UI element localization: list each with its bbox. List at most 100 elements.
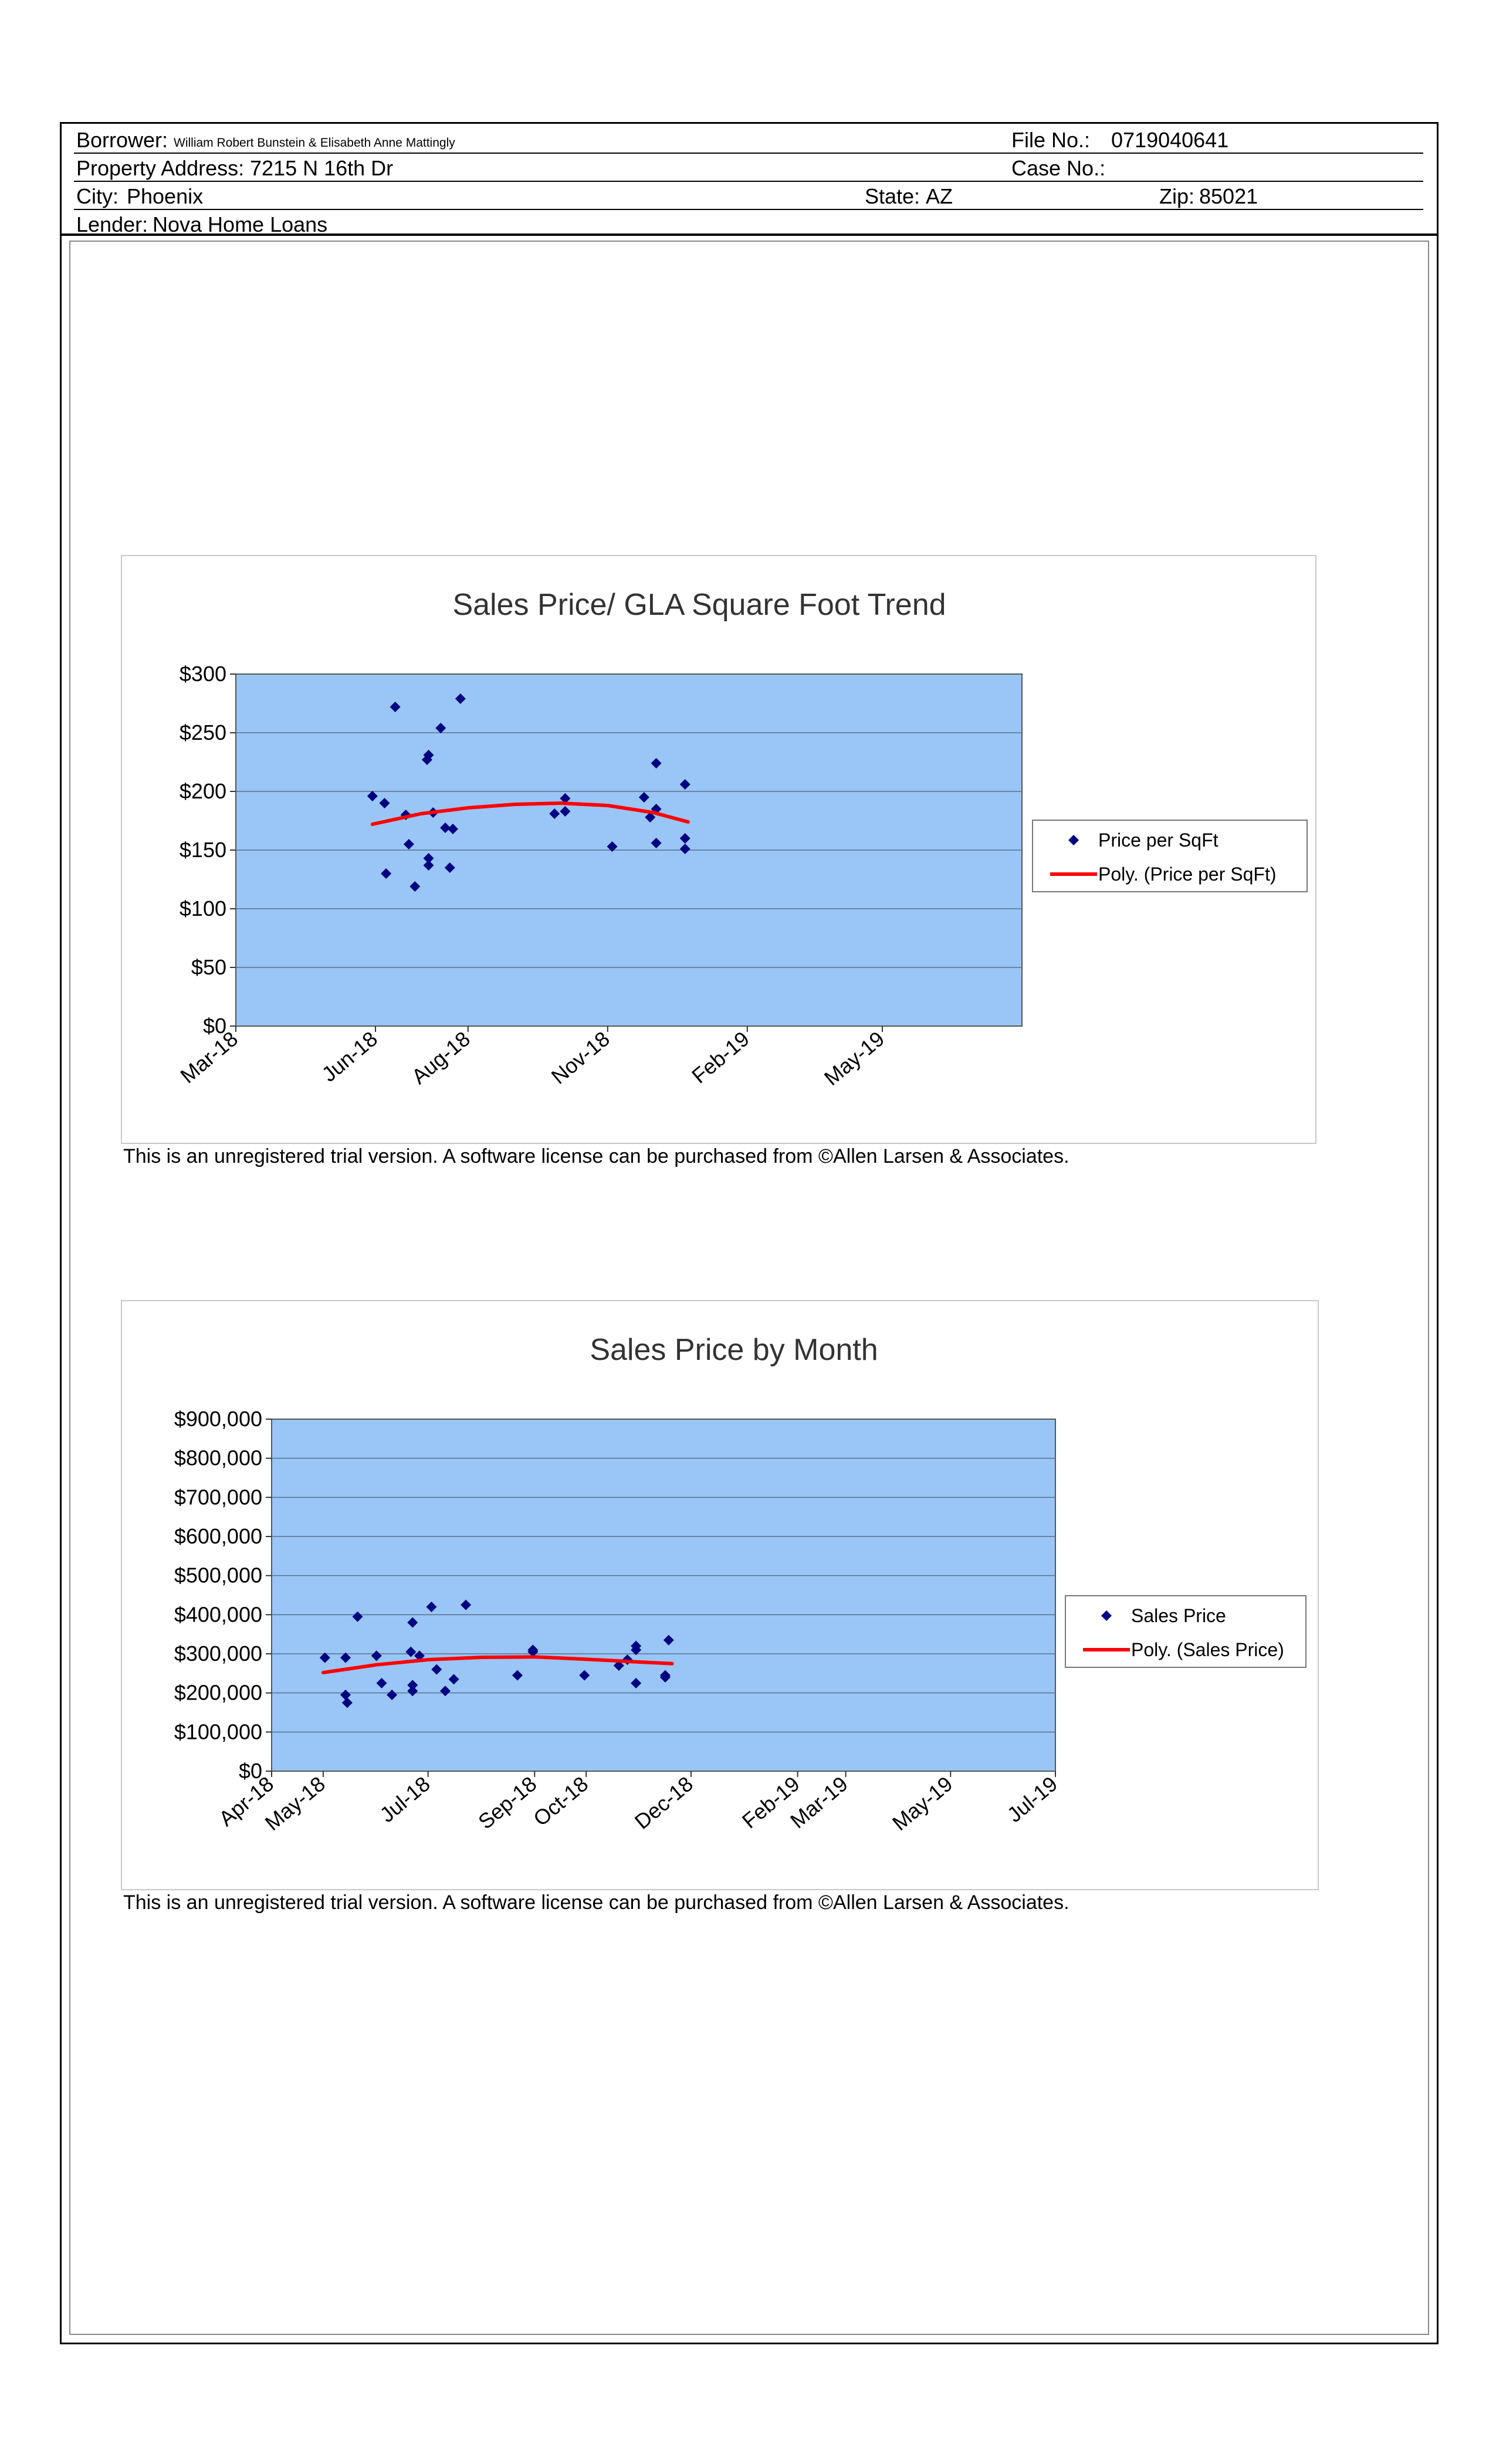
data-point xyxy=(527,1646,539,1657)
y-tick-label: $0 xyxy=(239,1759,262,1783)
x-tick-label: Aug-18 xyxy=(407,1027,475,1089)
data-point xyxy=(461,1599,472,1610)
data-point xyxy=(409,881,421,892)
data-point xyxy=(447,824,458,834)
header-row-property: Property Address: 7215 N 16th Dr Case No… xyxy=(74,153,1423,182)
data-point xyxy=(352,1611,363,1622)
x-tick-label: Sep-18 xyxy=(473,1772,541,1834)
data-point xyxy=(407,1617,418,1628)
file-no-label: File No.: xyxy=(1011,128,1091,152)
data-point xyxy=(638,792,649,803)
y-tick-label: $500,000 xyxy=(174,1563,262,1588)
trial-notice-1: This is an unregistered trial version. A… xyxy=(123,1145,1069,1167)
data-point xyxy=(607,841,618,852)
data-point xyxy=(340,1690,351,1700)
x-tick-label: Feb-19 xyxy=(687,1027,754,1088)
data-point xyxy=(376,1678,387,1688)
chart-title: Sales Price by Month xyxy=(590,1333,878,1367)
property-address-label: Property Address: xyxy=(76,156,245,180)
data-point xyxy=(426,1602,437,1612)
data-point xyxy=(340,1652,351,1663)
borrower-label: Borrower: xyxy=(76,128,168,152)
chart-sales-price-by-month-svg: Sales Price by Month $0 $100,000 $200,000 $3… xyxy=(174,1333,1307,1836)
header-row-borrower: Borrower: William Robert Bunstein & Elis… xyxy=(74,124,1423,154)
y-tick-label: $100,000 xyxy=(174,1720,262,1744)
data-point xyxy=(613,1660,624,1671)
trend-line xyxy=(370,801,690,826)
header-row-lender: Lender: Nova Home Loans xyxy=(74,209,1423,237)
data-point xyxy=(423,853,434,864)
y-tick-label: $0 xyxy=(203,1014,226,1038)
page-frame xyxy=(60,122,1439,2344)
data-point xyxy=(381,868,392,879)
data-point xyxy=(560,806,571,817)
x-tick-label: Oct-18 xyxy=(529,1772,593,1831)
data-point xyxy=(439,1685,451,1697)
data-point xyxy=(431,1664,442,1675)
x-tick-label: Jul-19 xyxy=(1003,1772,1062,1827)
header-divider xyxy=(60,233,1439,236)
data-point xyxy=(407,1685,418,1697)
chart-sales-price-by-month: Sales Price by Month $0 $100,000 $200,000 $3… xyxy=(121,1300,1319,1890)
header-row-city: City: Phoenix State: AZ Zip: 85021 xyxy=(74,181,1423,210)
state-value: AZ xyxy=(926,184,953,208)
data-point xyxy=(341,1697,353,1708)
data-point xyxy=(319,1652,330,1663)
data-point xyxy=(679,779,691,790)
city-label: City: xyxy=(76,184,119,208)
data-point xyxy=(631,1678,642,1688)
legend-label: Poly. (Price per SqFt) xyxy=(1098,864,1276,885)
zip-value: 85021 xyxy=(1199,184,1258,208)
data-point xyxy=(407,1680,418,1691)
data-point xyxy=(444,862,455,873)
y-tick-label: $400,000 xyxy=(174,1602,262,1626)
chart-title: Sales Price/ GLA Square Foot Trend xyxy=(452,588,946,622)
state-label: State: xyxy=(865,184,920,208)
file-no-value: 0719040641 xyxy=(1111,128,1229,152)
data-point xyxy=(560,793,571,804)
data-point xyxy=(414,1650,425,1661)
x-tick-label: May-19 xyxy=(820,1027,889,1091)
data-point xyxy=(631,1644,642,1656)
trial-notice-2: This is an unregistered trial version. A… xyxy=(123,1891,1069,1914)
data-point xyxy=(663,1634,674,1646)
legend-label: Poly. (Sales Price) xyxy=(1131,1639,1284,1660)
trend-line xyxy=(321,1655,674,1674)
y-tick-label: $300,000 xyxy=(174,1641,262,1666)
zip-label: Zip: xyxy=(1159,184,1195,208)
chart-price-per-sqft-svg: Sales Price/ GLA Square Foot Trend $0 $50 $… xyxy=(175,588,1308,1091)
data-point xyxy=(651,758,662,769)
data-point xyxy=(679,833,691,844)
data-point xyxy=(423,860,434,871)
y-tick-label: $150 xyxy=(180,838,226,862)
data-point xyxy=(405,1646,417,1657)
y-tick-label: $900,000 xyxy=(174,1407,262,1431)
data-point xyxy=(579,1670,590,1681)
legend-point-swatch xyxy=(1101,1610,1112,1621)
data-point xyxy=(659,1672,671,1683)
legend-box xyxy=(1065,1595,1307,1668)
borrower-value: William Robert Bunstein & Elisabeth Anne… xyxy=(174,136,455,150)
legend-label: Sales Price xyxy=(1131,1605,1226,1626)
plot-area xyxy=(271,1419,1056,1772)
content-frame xyxy=(69,241,1429,2335)
legend-box xyxy=(1032,820,1308,892)
case-no-label: Case No.: xyxy=(1011,156,1106,180)
y-tick-label: $200,000 xyxy=(174,1681,262,1705)
x-tick-label: May-19 xyxy=(888,1772,957,1836)
y-tick-label: $250 xyxy=(180,720,226,744)
lender-value: Nova Home Loans xyxy=(153,212,328,236)
y-tick-label: $700,000 xyxy=(174,1485,262,1509)
y-tick-label: $200 xyxy=(180,779,226,803)
x-tick-label: Nov-18 xyxy=(547,1027,614,1089)
x-tick-label: Dec-18 xyxy=(630,1772,698,1834)
data-point xyxy=(423,750,434,760)
legend-label: Price per SqFt xyxy=(1098,830,1219,851)
data-point xyxy=(455,693,466,704)
property-address-value: 7215 N 16th Dr xyxy=(250,156,394,180)
data-point xyxy=(439,823,451,833)
y-tick-label: $600,000 xyxy=(174,1524,262,1548)
data-point xyxy=(371,1650,382,1661)
data-point xyxy=(435,723,446,733)
data-point xyxy=(645,812,656,823)
